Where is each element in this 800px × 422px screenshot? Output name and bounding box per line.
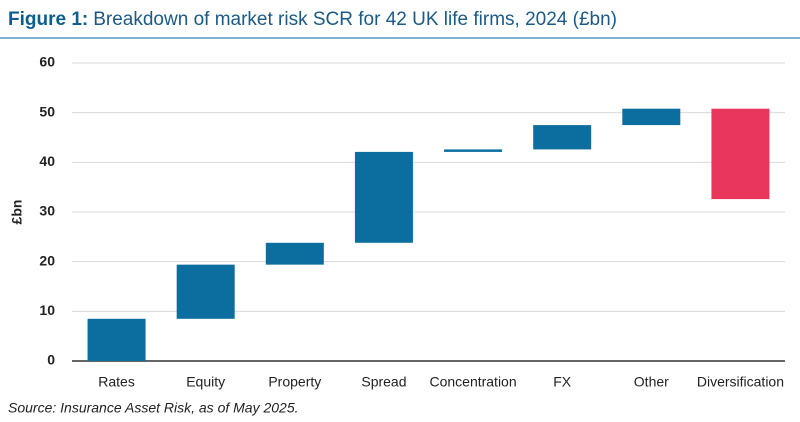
bar [533, 125, 592, 150]
x-tick-label: Equity [186, 374, 225, 390]
bar [87, 318, 146, 361]
bar [265, 242, 324, 265]
y-tick-label: 50 [39, 103, 55, 119]
x-tick-label: Concentration [429, 374, 516, 390]
title-text: Breakdown of market risk SCR for 42 UK l… [93, 9, 617, 30]
bar [622, 108, 681, 126]
y-tick-label: 0 [47, 352, 55, 368]
y-tick-label: 60 [39, 54, 55, 70]
x-tick-label: Spread [361, 374, 406, 390]
title-prefix: Figure 1: [8, 9, 88, 30]
bar [711, 108, 770, 200]
bar [444, 149, 503, 152]
y-tick-label: 20 [39, 252, 55, 268]
y-tick-label: 40 [39, 153, 55, 169]
x-tick-label: Diversification [697, 374, 784, 390]
y-axis-label: £bn [9, 200, 25, 225]
x-tick-label: Rates [98, 374, 135, 390]
y-tick-label: 10 [39, 302, 55, 318]
x-tick-label: Other [634, 374, 669, 390]
x-tick-label: FX [553, 374, 572, 390]
chart-title: Figure 1: Breakdown of market risk SCR fo… [8, 9, 617, 30]
bar [176, 264, 235, 319]
source-note: Source: Insurance Asset Risk, as of May … [8, 400, 299, 416]
bar [354, 151, 413, 243]
x-tick-label: Property [268, 374, 321, 390]
y-tick-label: 30 [39, 203, 55, 219]
